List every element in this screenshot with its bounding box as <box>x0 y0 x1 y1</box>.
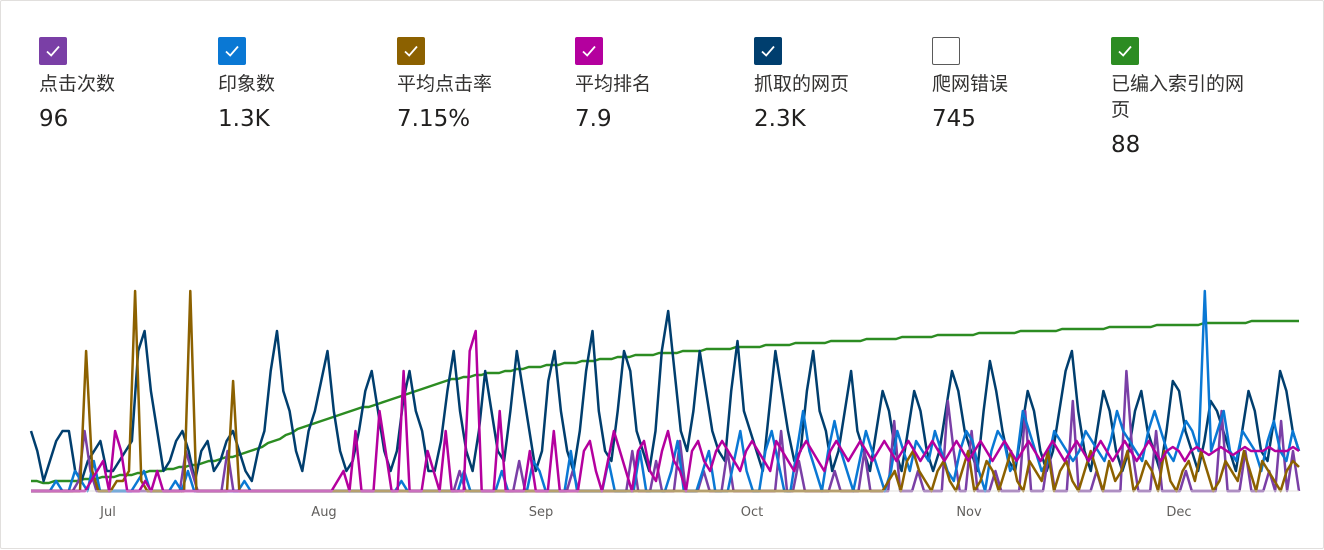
metric-impressions[interactable]: 印象数 1.3K <box>218 37 368 133</box>
metric-value: 2.3K <box>754 106 806 132</box>
metric-label: 已编入索引的网页 <box>1111 73 1245 121</box>
x-tick-label: Nov <box>956 505 982 520</box>
metric-label: 抓取的网页 <box>754 73 850 95</box>
metric-value: 1.3K <box>218 106 270 132</box>
metric-label: 点击次数 <box>39 73 116 95</box>
metric-label: 印象数 <box>218 73 276 95</box>
metric-label: 爬网错误 <box>932 73 1009 95</box>
check-icon <box>1118 45 1132 57</box>
metric-value: 88 <box>1111 132 1141 158</box>
avg-position-checkbox[interactable] <box>575 37 603 65</box>
metric-value: 7.9 <box>575 106 612 132</box>
check-icon <box>761 45 775 57</box>
metric-clicks[interactable]: 点击次数 96 <box>39 37 189 133</box>
x-tick-label: Sep <box>529 505 554 520</box>
check-icon <box>225 45 239 57</box>
check-icon <box>46 45 60 57</box>
avg-ctr-checkbox[interactable] <box>397 37 425 65</box>
x-tick-label: Oct <box>741 505 763 520</box>
crawl-errors-checkbox[interactable] <box>932 37 960 65</box>
metric-indexed-pages[interactable]: 已编入索引的网页 88 <box>1111 37 1261 159</box>
metric-value: 745 <box>932 106 976 132</box>
metric-label: 平均排名 <box>575 73 652 95</box>
metric-value: 7.15% <box>397 106 471 132</box>
x-axis-ticks: Jul Aug Sep Oct Nov Dec <box>99 505 1191 520</box>
check-icon <box>582 45 596 57</box>
check-icon <box>404 45 418 57</box>
x-tick-label: Aug <box>311 505 336 520</box>
metric-value: 96 <box>39 106 69 132</box>
impressions-checkbox[interactable] <box>218 37 246 65</box>
metric-avg-position[interactable]: 平均排名 7.9 <box>575 37 725 133</box>
metric-crawled-pages[interactable]: 抓取的网页 2.3K <box>754 37 904 133</box>
x-tick-label: Jul <box>99 505 116 520</box>
metric-label: 平均点击率 <box>397 73 493 95</box>
series-layer <box>29 289 1301 493</box>
series-line-2 <box>31 369 1301 493</box>
clicks-checkbox[interactable] <box>39 37 67 65</box>
crawled-pages-checkbox[interactable] <box>754 37 782 65</box>
metric-crawl-errors[interactable]: 爬网错误 745 <box>932 37 1082 133</box>
x-tick-label: Dec <box>1166 505 1191 520</box>
metric-avg-ctr[interactable]: 平均点击率 7.15% <box>397 37 547 133</box>
indexed-pages-checkbox[interactable] <box>1111 37 1139 65</box>
series-line-0 <box>31 319 1299 485</box>
